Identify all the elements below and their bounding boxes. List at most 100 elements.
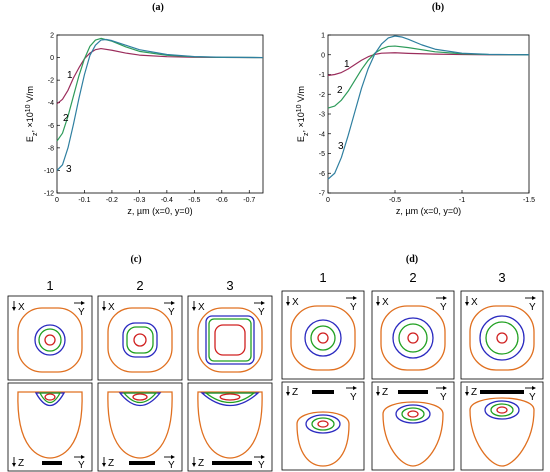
contour-green: [38, 392, 62, 404]
arrowhead-icon: [171, 301, 175, 305]
contour-orange: [469, 305, 535, 371]
curve-label-1: 1: [67, 70, 73, 81]
y-tick-label: -4: [48, 100, 54, 107]
panel-label-a: (a): [152, 2, 164, 13]
contour-blue: [395, 404, 431, 424]
arrowhead-icon: [261, 301, 265, 305]
x-tick-label: -0.6: [216, 197, 228, 204]
z-axis-letter: Z: [292, 387, 298, 398]
y-tick-label: 0: [321, 52, 325, 59]
contour-blue: [305, 414, 341, 434]
z-axis-letter: Z: [18, 458, 24, 469]
x-axis-letter: X: [18, 302, 25, 313]
contour-panels: 1X YZ Y2X YZ Y3X YZ Y1X YZ Y2X YZ Y3X YZ Y: [7, 270, 544, 472]
arrowhead-icon: [465, 302, 469, 306]
arrowhead-icon: [443, 386, 447, 390]
arrowhead-icon: [443, 296, 447, 300]
y-tick-label: -1: [319, 72, 325, 79]
curve-label-2: 2: [63, 113, 69, 124]
arrowhead-icon: [376, 392, 380, 396]
y-tick-label: -2: [319, 92, 325, 99]
series-line-1: [327, 52, 529, 77]
contour-orange: [296, 411, 350, 467]
x-tick-label: -0.5: [188, 197, 200, 204]
x-axis-letter: X: [198, 302, 205, 313]
contour-red: [496, 406, 508, 414]
column-number: 3: [498, 270, 505, 285]
contour-red: [317, 332, 329, 344]
zy-panel-frame: [371, 381, 455, 471]
contour-orange: [469, 397, 535, 467]
contour-green: [490, 403, 514, 417]
y-tick-label: -4: [319, 131, 325, 138]
y-axis-letter: Y: [258, 460, 265, 471]
column-number: 2: [136, 278, 143, 293]
contour-orange: [382, 401, 444, 467]
x-tick-label: -0.1: [78, 197, 90, 204]
y-axis-letter: Y: [350, 302, 357, 313]
contour-green: [485, 321, 519, 355]
arrowhead-icon: [102, 307, 106, 311]
x-tick-label: -1: [459, 197, 465, 204]
y-tick-label: 0: [50, 55, 54, 62]
column-number: 3: [226, 278, 233, 293]
contour-green: [122, 392, 158, 404]
arrowhead-icon: [102, 463, 106, 467]
panel-label-b: (b): [432, 2, 444, 13]
zy-panel-frame: [7, 382, 93, 472]
xy-panel-frame: [97, 295, 183, 381]
x-axis-label: z, µm (x=0, y=0): [127, 206, 192, 216]
arrowhead-icon: [81, 301, 85, 305]
arrowhead-icon: [353, 386, 357, 390]
contour-red: [317, 420, 329, 428]
contour-blue: [200, 392, 260, 406]
x-axis-letter: X: [382, 297, 389, 308]
arrowhead-icon: [353, 296, 357, 300]
zy-panel-frame: [460, 381, 544, 471]
z-axis-letter: Z: [471, 387, 477, 398]
x-tick-label: -1.5: [523, 197, 535, 204]
y-tick-label: -7: [319, 191, 325, 198]
column-number: 1: [46, 278, 53, 293]
y-axis-letter: Y: [78, 307, 85, 318]
x-tick-label: 0: [326, 197, 330, 204]
y-axis-letter: Y: [529, 392, 536, 403]
contour-green: [38, 328, 62, 352]
source-bar: [212, 461, 252, 465]
x-tick-label: 0: [55, 197, 59, 204]
contour-red: [496, 332, 508, 344]
y-axis-letter: Y: [78, 460, 85, 471]
y-axis-label: Ez, ×1010 V/m: [296, 86, 310, 142]
xy-panel-frame: [7, 295, 93, 381]
contour-orange: [380, 305, 446, 371]
column-number: 2: [409, 270, 416, 285]
y-tick-label: 1: [321, 33, 325, 40]
y-axis-letter: Y: [529, 302, 536, 313]
x-axis-letter: X: [292, 297, 299, 308]
arrowhead-icon: [171, 455, 175, 459]
arrowhead-icon: [286, 392, 290, 396]
contour-red: [44, 393, 56, 401]
curve-label-1: 1: [344, 59, 350, 70]
contour-red: [214, 324, 246, 356]
contour-red: [407, 332, 419, 344]
contour-blue: [392, 317, 434, 359]
source-bar: [480, 390, 524, 394]
contour-green: [398, 323, 428, 353]
contour-orange: [107, 391, 173, 459]
contour-blue: [34, 392, 66, 407]
xy-panel-frame: [460, 290, 544, 380]
y-tick-label: -5: [319, 151, 325, 158]
arrowhead-icon: [376, 302, 380, 306]
xy-panel-frame: [281, 290, 365, 380]
contour-red: [132, 393, 148, 401]
contour-red: [219, 393, 241, 401]
y-axis-letter: Y: [168, 307, 175, 318]
